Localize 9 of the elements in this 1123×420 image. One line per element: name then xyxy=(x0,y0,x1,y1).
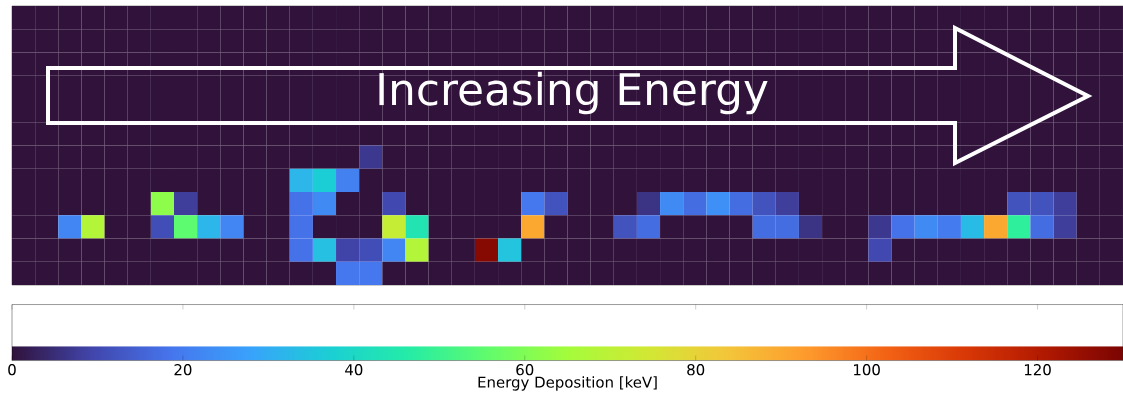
color-bar-label: 40 xyxy=(345,364,363,376)
color-bar-label: 0 xyxy=(8,364,16,376)
annotation: Increasing Energy xyxy=(379,71,768,115)
color-bar-label: 100 xyxy=(854,364,880,376)
color-bar-label: 80 xyxy=(687,364,705,376)
color-bar-label: 20 xyxy=(174,364,192,376)
color-bar-label: 60 xyxy=(516,364,534,376)
color-bar-title: Energy Deposition [keV] xyxy=(478,376,657,391)
color-bar-label: 120 xyxy=(1024,364,1051,376)
